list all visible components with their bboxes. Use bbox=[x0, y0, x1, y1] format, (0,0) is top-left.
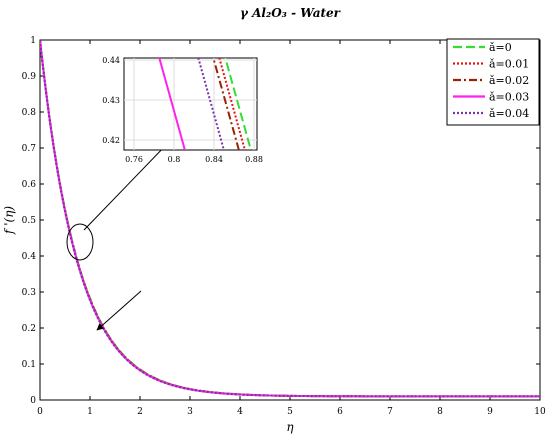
y-tick-label: 0.2 bbox=[22, 324, 36, 334]
inset-series-line bbox=[197, 58, 225, 150]
inset-x-tick-label: 0.8 bbox=[168, 155, 181, 164]
legend-box bbox=[446, 38, 540, 126]
x-tick-label: 8 bbox=[437, 407, 443, 417]
x-tick-label: 5 bbox=[287, 407, 293, 417]
legend-label: ǎ=0.03 bbox=[489, 91, 529, 104]
y-tick-label: 0.3 bbox=[22, 288, 37, 298]
legend-label: ǎ=0 bbox=[489, 41, 512, 54]
inset-series-line bbox=[158, 58, 186, 150]
y-tick-label: 0.9 bbox=[22, 72, 37, 82]
inset-series-line bbox=[212, 58, 240, 150]
inset-x-tick-label: 0.84 bbox=[205, 155, 223, 164]
inset-series-line bbox=[218, 58, 246, 150]
inset-x-tick-label: 0.88 bbox=[245, 155, 263, 164]
inset-y-tick-label: 0.43 bbox=[102, 96, 120, 105]
zoom-region-ellipse bbox=[66, 223, 94, 261]
inset-y-tick-label: 0.42 bbox=[102, 136, 120, 145]
y-axis-label: f '(η) bbox=[2, 206, 16, 235]
x-tick-label: 6 bbox=[337, 407, 343, 417]
y-tick-label: 0.4 bbox=[22, 252, 37, 262]
chart-title: γ Al₂O₃ - Water bbox=[240, 6, 342, 20]
inset-grid bbox=[124, 58, 257, 150]
x-tick-label: 9 bbox=[487, 407, 493, 417]
series-line bbox=[40, 40, 540, 398]
y-tick-label: 0.6 bbox=[22, 180, 37, 190]
legend-label: ǎ=0.01 bbox=[489, 58, 529, 71]
inset-x-tick-label: 0.76 bbox=[125, 155, 143, 164]
trend-arrow bbox=[96, 290, 142, 331]
legend-label: ǎ=0.02 bbox=[489, 74, 529, 87]
x-tick-label: 7 bbox=[387, 407, 393, 417]
inset-axis-ticks: 0.76 0.8 0.84 0.88 0.42 0.43 0.44 bbox=[102, 56, 263, 164]
legend-label: ǎ=0.04 bbox=[489, 107, 529, 120]
x-tick-label: 1 bbox=[87, 407, 93, 417]
main-axis-ticks: 0 1 2 3 4 5 6 7 8 9 10 0 0.1 0.2 0.3 0.4 0.5 0.6 0.7 0.8 0.9… bbox=[22, 36, 546, 417]
y-tick-label: 0.5 bbox=[22, 216, 37, 226]
inset-y-tick-label: 0.44 bbox=[102, 56, 120, 65]
x-tick-label: 2 bbox=[137, 407, 143, 417]
y-tick-label: 0.8 bbox=[22, 108, 37, 118]
y-tick-label: 0.1 bbox=[22, 360, 36, 370]
inset-series-line bbox=[224, 58, 252, 150]
x-axis-label: η bbox=[286, 420, 294, 434]
y-tick-label: 1 bbox=[30, 36, 36, 46]
inset-plot-area bbox=[123, 57, 258, 151]
inset-series-lines bbox=[158, 58, 252, 150]
x-tick-label: 4 bbox=[237, 407, 243, 417]
y-tick-label: 0.7 bbox=[22, 144, 37, 154]
x-tick-label: 10 bbox=[534, 407, 546, 417]
zoom-arrow bbox=[83, 142, 169, 231]
y-tick-label: 0 bbox=[30, 396, 36, 406]
legend: ǎ=0 ǎ=0.01 ǎ=0.02 ǎ=0.03 ǎ=0.04 bbox=[446, 38, 540, 126]
main-series-lines bbox=[40, 40, 540, 398]
x-tick-label: 3 bbox=[187, 407, 193, 417]
x-tick-label: 0 bbox=[37, 407, 43, 417]
